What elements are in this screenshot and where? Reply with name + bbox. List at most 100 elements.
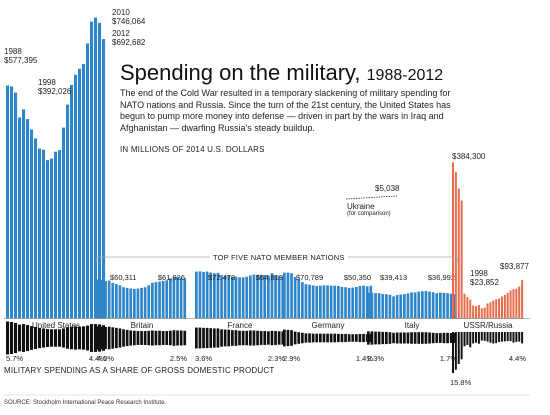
france-bar-1991 bbox=[205, 271, 209, 318]
united-states-gdp-bar-2012 bbox=[102, 325, 106, 351]
italy-gdp-bar-1989 bbox=[370, 331, 374, 345]
italy-end-value-label: $36,992 bbox=[428, 273, 455, 282]
italy-bar-1990 bbox=[374, 293, 377, 318]
united-states-bar-2010 bbox=[94, 17, 98, 319]
title-years: 1988-2012 bbox=[366, 67, 444, 84]
ussr-russia-gdp-bar-2003 bbox=[495, 332, 498, 344]
united-states-bar-2003 bbox=[66, 104, 70, 318]
germany-gdp-bar-1996 bbox=[311, 333, 315, 343]
united-states-gdp-bar-2007 bbox=[82, 326, 86, 350]
united-states-bar-1991 bbox=[18, 117, 22, 319]
us-annotation-1998-year: 1998 bbox=[38, 78, 56, 87]
france-gdp-bar-1997 bbox=[227, 329, 231, 347]
france-bar-1988 bbox=[195, 271, 198, 318]
us-annotation-2010: 2010 $746,064 bbox=[112, 8, 145, 26]
chart-description: The end of the Cold War resulted in a te… bbox=[120, 88, 451, 133]
united-states-bar-2007 bbox=[82, 63, 86, 318]
germany-bar-1997 bbox=[315, 286, 319, 318]
united-states-gdp-bar-1993 bbox=[26, 324, 30, 352]
france-bar-1989 bbox=[198, 271, 202, 318]
germany-gdp-bar-2007 bbox=[351, 334, 355, 342]
us-annotation-2012-year: 2012 bbox=[112, 29, 130, 38]
britain-bar-2010 bbox=[176, 277, 179, 318]
ussr-russia-gdp-bar-2010 bbox=[515, 332, 518, 342]
germany-gdp-bar-2006 bbox=[347, 334, 351, 342]
italy-gdp-bar-1994 bbox=[388, 332, 392, 344]
germany-bar-1998 bbox=[319, 285, 322, 318]
ussr-russia-gdp-bar-1995 bbox=[472, 332, 475, 344]
united-states-gdp-bar-1995 bbox=[34, 326, 38, 350]
germany-bar-1999 bbox=[322, 285, 326, 318]
italy-bar-1992 bbox=[381, 294, 385, 318]
united-states-gdp-bar-2009 bbox=[90, 324, 94, 352]
united-states-bar-2002 bbox=[62, 127, 66, 318]
france-bar-1990 bbox=[202, 271, 205, 318]
italy-bar-1991 bbox=[377, 293, 381, 318]
germany-gdp-bar-2001 bbox=[329, 333, 333, 343]
us-annotation-1988-value: $577,395 bbox=[4, 56, 38, 65]
italy-gdp-bar-2001 bbox=[413, 332, 417, 344]
germany-bar-2000 bbox=[326, 285, 329, 318]
britain-bar-2004 bbox=[154, 282, 158, 318]
us-annotation-1988-year: 1988 bbox=[4, 47, 22, 56]
germany-gdp-bar-1994 bbox=[304, 333, 308, 343]
united-states-gdp-bar-1991 bbox=[18, 324, 22, 352]
france-bar-1994 bbox=[216, 272, 220, 318]
united-states-gdp-bar-1988 bbox=[6, 321, 10, 355]
britain-gdp-bar-2002 bbox=[147, 330, 151, 346]
france-gdp-bar-2007 bbox=[263, 331, 267, 345]
france-gdp-bar-2012 bbox=[281, 331, 285, 345]
ussr-russia-gdp-bar-2012 bbox=[521, 332, 524, 344]
france-gdp-bar-2008 bbox=[267, 331, 270, 345]
united-states-bar-1995 bbox=[34, 138, 38, 318]
france-gdp-bar-2005 bbox=[256, 330, 259, 346]
ussr-russia-bar-2011 bbox=[518, 286, 521, 318]
france-bar-2010 bbox=[274, 275, 277, 318]
united-states-gdp-bar-1990 bbox=[14, 322, 18, 354]
us-annotation-1998-value: $392,026 bbox=[38, 87, 72, 96]
france-gdp-bar-2000 bbox=[238, 330, 241, 346]
ussr-russia-gdp-bar-1996 bbox=[475, 332, 478, 343]
germany-bar-1991 bbox=[293, 277, 297, 318]
britain-gdp-bar-2001 bbox=[143, 331, 147, 345]
britain-bar-1995 bbox=[122, 287, 125, 318]
italy-gdp-bar-1995 bbox=[392, 332, 395, 344]
italy-gdp-bar-2010 bbox=[446, 332, 449, 344]
ussr-russia-gdp-bar-2001 bbox=[489, 332, 492, 343]
france-bar-1997 bbox=[227, 275, 231, 318]
britain-gdp-bar-1998 bbox=[133, 330, 136, 346]
italy-bar-1997 bbox=[399, 294, 403, 318]
britain-bar-2005 bbox=[158, 281, 161, 318]
ussr-annotation-1998-year: 1998 bbox=[470, 269, 488, 278]
germany-bar-2006 bbox=[347, 287, 351, 318]
italy-gdp-bar-1993 bbox=[385, 331, 388, 345]
united-states-gdp-bar-1994 bbox=[30, 326, 34, 350]
ussr-russia-bar-2008 bbox=[509, 290, 512, 318]
us-annotation-1998: 1998 $392,026 bbox=[38, 78, 71, 96]
germany-bar-2003 bbox=[337, 286, 340, 318]
britain-bar-1993 bbox=[115, 284, 118, 318]
united-states-bar-1988 bbox=[6, 85, 10, 319]
britain-gdp-bar-1994 bbox=[118, 328, 122, 348]
ussr-russia-gdp-bar-1988 bbox=[452, 332, 454, 374]
italy-gdp-bar-2000 bbox=[410, 332, 413, 344]
italy-bar-2006 bbox=[431, 292, 435, 318]
ussr-russia-bar-1992 bbox=[463, 293, 466, 318]
france-gdp-bar-2010 bbox=[274, 331, 277, 345]
italy-gdp-bar-2004 bbox=[424, 332, 428, 344]
italy-bar-1999 bbox=[406, 293, 410, 318]
italy-bar-1988 bbox=[367, 292, 370, 318]
ussr-russia-gdp-bar-2000 bbox=[486, 332, 489, 342]
france-end-value-label: $64,813 bbox=[256, 273, 283, 282]
ussr-russia-name-label: USSR/Russia bbox=[464, 321, 513, 330]
us-annotation-2012-value: $692,682 bbox=[112, 38, 146, 47]
italy-bar-2003 bbox=[421, 291, 424, 318]
britain-end-value-label: $61,926 bbox=[158, 273, 185, 282]
italy-bar-2005 bbox=[428, 291, 431, 318]
france-name-label: France bbox=[228, 321, 253, 330]
britain-gdp-bar-2011 bbox=[179, 330, 183, 346]
ussr-russia-gdp-bar-1992 bbox=[463, 332, 466, 347]
ussr-russia-gdp-bar-2009 bbox=[512, 332, 515, 343]
britain-bar-2011 bbox=[179, 277, 183, 318]
italy-bar-2004 bbox=[424, 290, 428, 318]
